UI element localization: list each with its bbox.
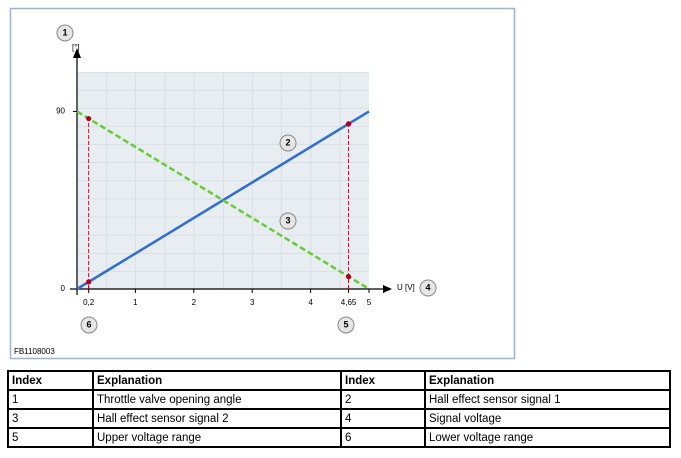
callout: 3 [279,212,297,230]
table-cell: 2 [340,389,426,410]
y-arrow [73,48,81,58]
table-cell: 6 [340,427,426,448]
table-row: 3 Hall effect sensor signal 2 4 Signal volt… [7,408,671,429]
highlight-point [86,115,92,122]
callout: 5 [337,316,355,334]
table-cell: Throttle valve opening angle [92,389,342,410]
figure: [°] U [V] FB1108003 1 2 3 4 5 6 0,2 1 2 3 4 4… [9,7,516,360]
highlight-point [345,273,352,280]
header-cell: Explanation [424,370,671,391]
table-cell: Signal voltage [424,408,671,429]
callout: 1 [56,24,74,42]
header-cell: Explanation [92,370,342,391]
x-tick-label: 0,2 [83,298,95,307]
table-cell: Upper voltage range [92,427,342,448]
highlight-point [345,121,352,127]
grid [77,72,369,289]
x-tick-label: 4,65 [341,298,357,307]
callout-label: 2 [285,137,290,147]
table-header: Index Explanation Index Explanation [7,370,671,391]
callout-label: 4 [425,282,430,292]
callout: 2 [279,134,297,152]
callout-label: 5 [343,319,348,329]
x-tick-label: 2 [192,298,197,307]
y-tick-label: 90 [56,107,65,116]
callout: 6 [80,316,98,334]
table-cell: 4 [340,408,426,429]
table-row: 1 Throttle valve opening angle 2 Hall effec… [7,389,671,410]
table-cell: 5 [7,427,94,448]
figure-id: FB1108003 [14,347,55,356]
x-label: U [V] [397,283,415,292]
x-tick-label: 5 [367,298,372,307]
callout-label: 6 [86,319,91,329]
x-tick-label: 4 [308,298,313,307]
x-tick-label: 3 [250,298,255,307]
x-arrow [383,285,392,293]
series-line [76,110,370,291]
table-cell: Hall effect sensor signal 1 [424,389,671,410]
header-cell: Index [7,370,94,391]
legend-table: Index Explanation Index Explanation 1 Thr… [7,370,671,448]
table-cell: 1 [7,389,94,410]
y-tick-label: 0 [61,284,66,293]
y-unit: [°] [72,43,80,52]
table-body: 1 Throttle valve opening angle 2 Hall effec… [7,389,671,448]
highlight-point [86,279,92,285]
callout-label: 1 [62,27,67,37]
table-cell: Hall effect sensor signal 2 [92,408,342,429]
series-line [76,110,370,291]
callout: 4 [419,279,437,297]
table-cell: Lower voltage range [424,427,671,448]
header-cell: Index [340,370,426,391]
x-tick-label: 1 [133,298,138,307]
table-cell: 3 [7,408,94,429]
table-row: 5 Upper voltage range 6 Lower voltage range [7,427,671,448]
callout-label: 3 [285,215,290,225]
